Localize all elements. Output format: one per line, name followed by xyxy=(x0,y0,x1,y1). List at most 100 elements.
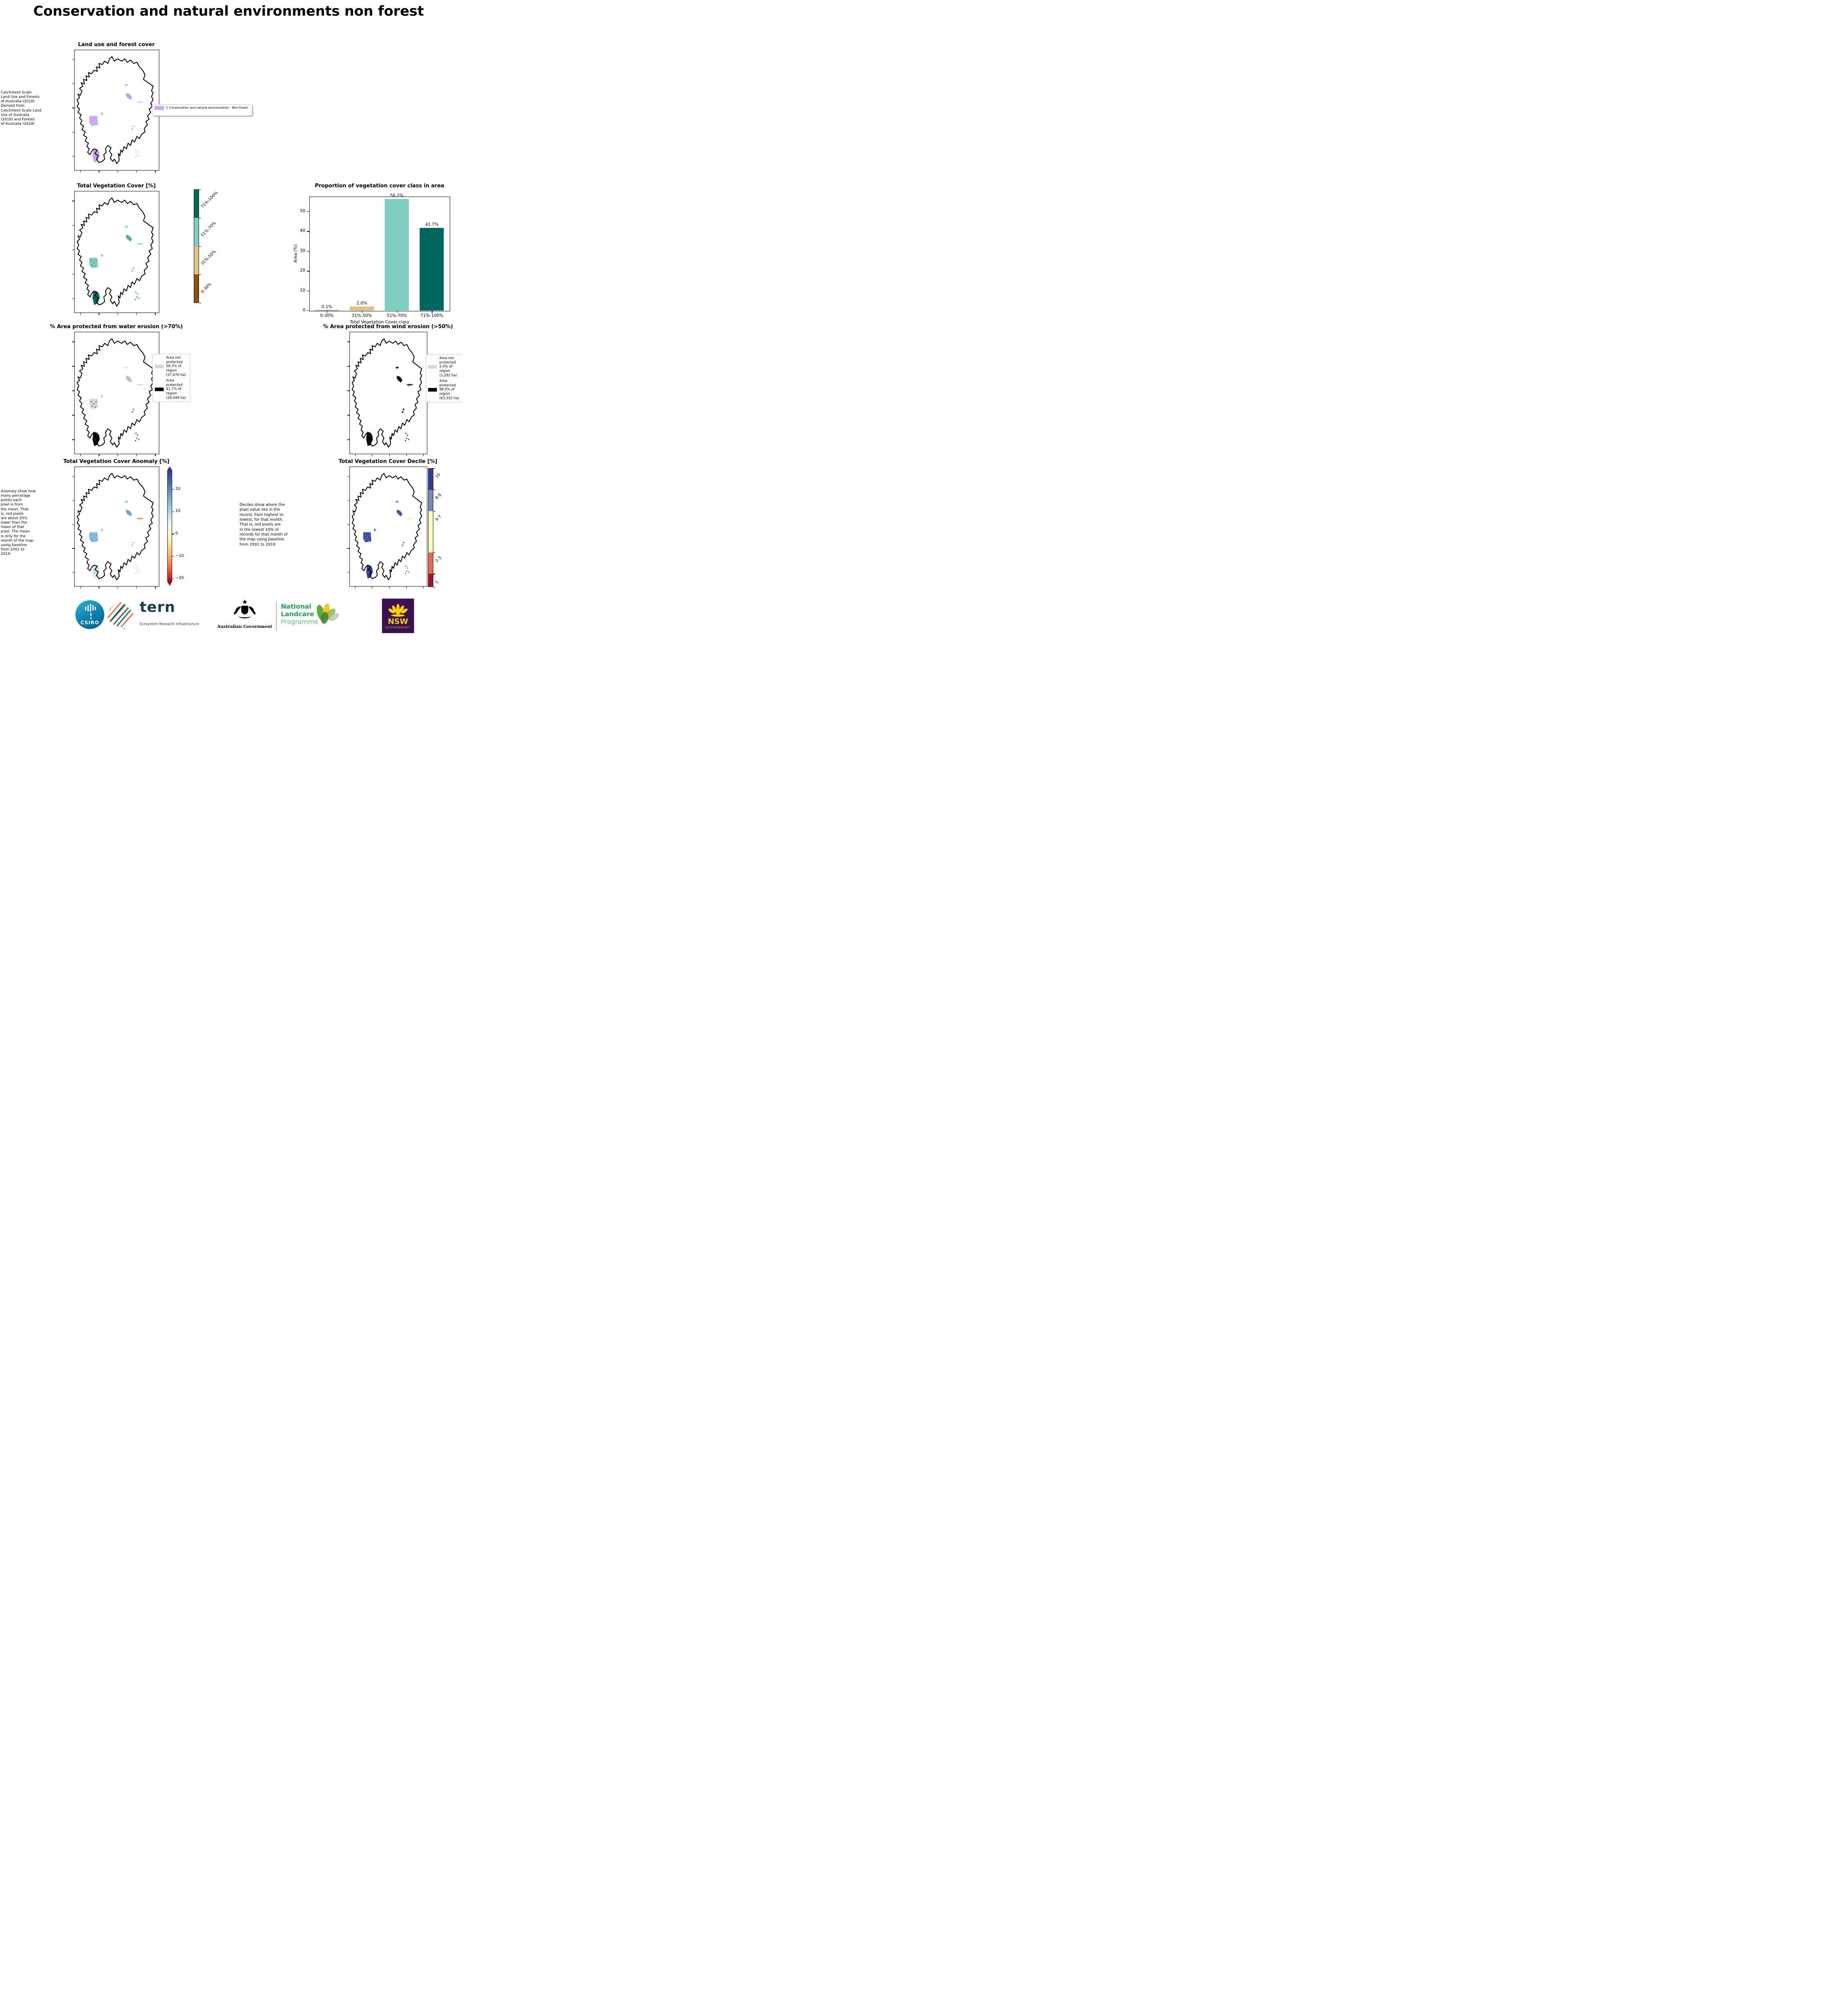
map-patch-big xyxy=(89,116,98,126)
map-patch-rightdash xyxy=(406,384,414,386)
axis-tick xyxy=(72,524,74,525)
vegcover-colorbar-bar xyxy=(194,189,199,303)
catchment-outline xyxy=(77,57,153,164)
colorbar-segment xyxy=(428,573,433,587)
axis-tick xyxy=(80,454,81,456)
bar-chart-plot xyxy=(309,197,450,311)
map-patch-rightdash xyxy=(136,101,144,103)
chart-xlabel: Total Vegetation Cover class xyxy=(350,320,409,325)
axis-tick xyxy=(136,313,137,315)
australian-government-label: Australian Government xyxy=(217,624,272,629)
report-page: Conservation and natural environments no… xyxy=(0,0,462,634)
bar-value-label: 0.1% xyxy=(321,305,332,310)
decile-title: Total Vegetation Cover Decile [%] xyxy=(339,459,437,465)
colorbar-segment xyxy=(428,469,433,490)
decile-colorbar-bar xyxy=(428,468,433,587)
map-patch-midbits xyxy=(132,542,134,544)
axis-tick xyxy=(406,454,407,456)
catchment-outline xyxy=(352,473,422,580)
map-patch-diag xyxy=(396,510,403,517)
chart-ytick xyxy=(307,211,309,212)
colorbar-label: 31%-50% xyxy=(200,249,217,266)
catchment-outline xyxy=(352,339,422,447)
chart-ytick xyxy=(307,251,309,252)
axis-tick xyxy=(347,390,349,391)
map-patch-scatter xyxy=(135,565,137,567)
colorbar-label: 51%-70% xyxy=(200,221,217,238)
map-patch-small xyxy=(101,112,103,115)
axis-tick xyxy=(72,390,74,391)
colorbar-label: 2-3 xyxy=(435,556,443,564)
legend-swatch xyxy=(155,388,164,392)
axis-tick xyxy=(72,83,74,84)
map-patch-midbits xyxy=(132,125,134,127)
colorbar-segment xyxy=(428,552,433,574)
map-patch-rightdash xyxy=(136,518,144,520)
axis-tick xyxy=(72,59,74,60)
colorbar-tick-label: 10 xyxy=(175,509,181,514)
colorbar-segment xyxy=(428,489,433,511)
colorbar-tick xyxy=(199,246,201,247)
chart-xtick-label: 31%-50% xyxy=(351,313,372,318)
map-patch-boot xyxy=(92,149,100,163)
map-patch-topdash xyxy=(125,84,128,86)
axis-tick xyxy=(72,341,74,342)
map-patch-scatter xyxy=(135,149,137,151)
vegcover-map xyxy=(74,191,159,313)
map-patch-scatter xyxy=(405,432,406,434)
tern-wordmark: tern xyxy=(140,599,176,615)
chart-ytick-label: 50 xyxy=(300,209,305,214)
legend-swatch xyxy=(428,365,437,369)
legend-entry: Area protected 98.0% of region (63,332 h… xyxy=(428,379,460,400)
map-patch-topdash xyxy=(125,501,128,503)
axis-tick xyxy=(406,587,407,589)
axis-tick xyxy=(347,476,349,477)
chart-xtick-label: 51%-70% xyxy=(386,313,407,318)
water-legend: Area not protected 58.3% of region (37,6… xyxy=(152,354,190,402)
colorbar-label: 4-7 xyxy=(435,514,443,522)
chart-ytick-label: 10 xyxy=(300,288,305,293)
map-patch-boot xyxy=(366,432,373,446)
decile-side-note: Deciles show where the pixel value lies … xyxy=(240,503,288,547)
legend-swatch xyxy=(155,365,164,369)
bar-51%-70% xyxy=(385,199,409,311)
landuse-title: Land use and forest cover xyxy=(78,42,155,48)
map-patch-small xyxy=(374,529,376,531)
colorbar-tick-label: −10 xyxy=(175,553,184,558)
landuse-legend-label: 1 Conservation and natural environments … xyxy=(166,106,248,110)
axis-tick xyxy=(72,572,74,573)
wind-legend: Area not protected 2.0% of region (1,292… xyxy=(426,354,462,403)
anomaly-title: Total Vegetation Cover Anomaly [%] xyxy=(63,459,170,465)
colorbar-tick-label: −20 xyxy=(175,576,184,581)
legend-label: Area protected 41.7% of region (26,949 h… xyxy=(166,379,186,400)
legend-entry: Area not protected 2.0% of region (1,292… xyxy=(428,356,460,378)
vegcover-title: Total Vegetation Cover [%] xyxy=(77,183,156,189)
legend-entry: Area not protected 58.3% of region (37,6… xyxy=(155,356,188,377)
landuse-legend-swatch xyxy=(154,106,164,110)
chart-ytick-label: 0 xyxy=(303,308,305,313)
landcare-line-1: National xyxy=(281,603,311,610)
chart-xtick-label: 0-30% xyxy=(320,313,334,318)
colorbar-tick xyxy=(199,189,201,190)
colorbar-tick xyxy=(433,489,435,490)
landcare-line-2: Landcare xyxy=(281,610,314,618)
catchment-outline xyxy=(77,198,153,306)
map-patch-midbits xyxy=(132,408,134,410)
bar-31%-50% xyxy=(349,307,374,311)
landuse-side-note: Catchment Scale Land Use and Forests of … xyxy=(1,91,42,126)
colorbar-label: 0-30% xyxy=(200,282,213,294)
nsw-government-logo: NSW GOVERNMENT xyxy=(382,599,414,633)
catchment-outline xyxy=(77,339,153,447)
colorbar-tick-label: 20 xyxy=(175,486,181,491)
landuse-map xyxy=(74,50,159,171)
axis-tick xyxy=(347,524,349,525)
anomaly-map xyxy=(74,467,159,587)
csiro-wordmark: CSIRO xyxy=(80,620,100,625)
legend-label: Area not protected 2.0% of region (1,292… xyxy=(439,356,457,378)
axis-tick xyxy=(80,313,81,315)
page-title: Conservation and natural environments no… xyxy=(33,3,424,19)
axis-tick xyxy=(389,587,390,589)
anomaly-colorbar-bar xyxy=(167,470,172,582)
map-patch-topdash xyxy=(396,367,399,369)
bar-value-label: 2.0% xyxy=(356,301,368,306)
